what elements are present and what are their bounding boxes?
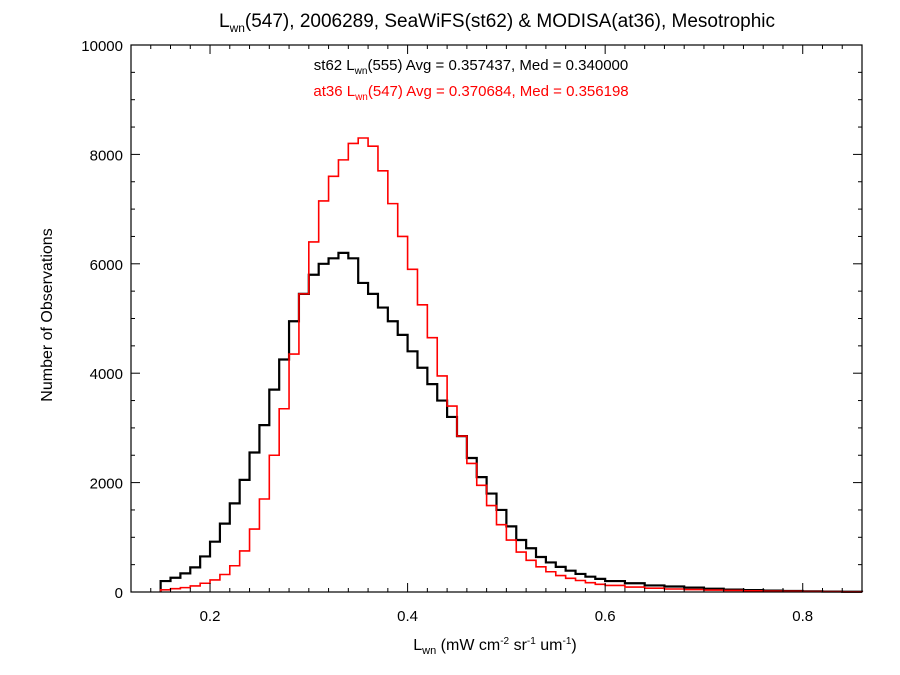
xlabel-sup1: -2 [500, 636, 509, 647]
legend-at36-post: (547) Avg = 0.370684, Med = 0.356198 [368, 83, 629, 100]
x-axis-label: Lwn (mW cm-2 sr-1 um-1) [413, 636, 576, 657]
plot-frame [130, 44, 863, 593]
legend-st62-pre: st62 L [314, 57, 355, 74]
y-tick-label: 8000 [90, 147, 123, 164]
y-tick-label: 10000 [81, 38, 123, 55]
series-line-0 [159, 251, 864, 593]
y-tick-label: 0 [115, 585, 123, 602]
xlabel-end: ) [571, 637, 576, 654]
x-tick-label: 0.8 [792, 608, 813, 625]
title-subscript: wn [229, 21, 245, 35]
title-prefix: L [219, 11, 230, 32]
y-axis-label: Number of Observations [39, 228, 56, 401]
legend-entry-st62: st62 Lwn(555) Avg = 0.357437, Med = 0.34… [314, 57, 628, 77]
x-tick-label: 0.4 [397, 608, 418, 625]
legend-at36-pre: at36 L [313, 83, 355, 100]
tick-layer: 0.2 0.4 0.6 0.8 0 2000 4000 6000 8000 10000 [81, 38, 862, 625]
legend-st62-post: (555) Avg = 0.357437, Med = 0.340000 [367, 57, 628, 74]
y-tick-label: 6000 [90, 257, 123, 274]
xlabel-mid1: sr [509, 637, 527, 654]
y-tick-label: 4000 [90, 366, 123, 383]
series-line-1 [159, 137, 863, 593]
chart-title: Lwn(547), 2006289, SeaWiFS(st62) & MODIS… [219, 11, 775, 35]
legend-entry-at36: at36 Lwn(547) Avg = 0.370684, Med = 0.35… [313, 83, 628, 103]
x-tick-label: 0.6 [595, 608, 616, 625]
title-rest: (547), 2006289, SeaWiFS(st62) & MODISA(a… [245, 11, 775, 32]
y-tick-label: 2000 [90, 476, 123, 493]
xlabel-sup2: -1 [527, 636, 536, 647]
legend-st62-sub: wn [354, 66, 368, 77]
x-tick-label: 0.2 [200, 608, 221, 625]
xlabel-mid2: um [536, 637, 563, 654]
xlabel-sup3: -1 [562, 636, 571, 647]
xlabel-main: L [413, 637, 422, 654]
series-layer [159, 137, 864, 593]
xlabel-sub: wn [421, 645, 436, 657]
legend-at36-sub: wn [354, 92, 368, 103]
xlabel-rest: (mW cm [436, 637, 500, 654]
